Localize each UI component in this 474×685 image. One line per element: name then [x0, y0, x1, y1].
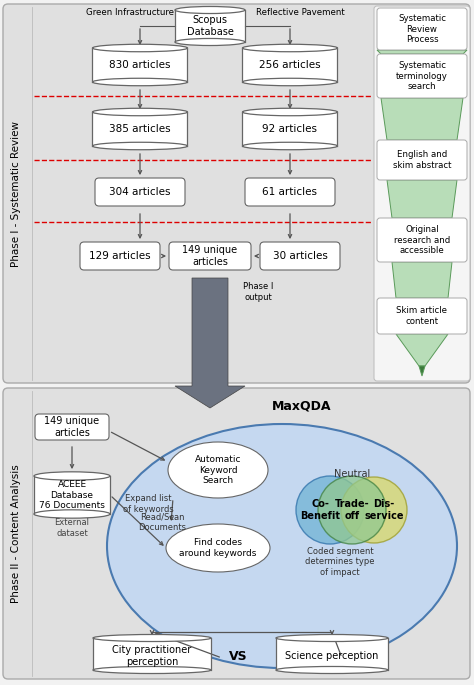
Ellipse shape — [243, 45, 337, 52]
Bar — [92, 112, 188, 146]
Text: Co-
Benefit: Co- Benefit — [300, 499, 340, 521]
Polygon shape — [396, 334, 448, 366]
FancyBboxPatch shape — [377, 140, 467, 180]
Ellipse shape — [92, 108, 188, 116]
Bar — [34, 476, 110, 514]
Text: Systematic
terminology
search: Systematic terminology search — [396, 61, 448, 91]
Bar — [276, 638, 388, 670]
Polygon shape — [387, 180, 457, 218]
Text: 149 unique
articles: 149 unique articles — [45, 416, 100, 438]
Text: English and
skim abstract: English and skim abstract — [393, 150, 451, 170]
Ellipse shape — [34, 510, 110, 518]
Text: Scopus
Database: Scopus Database — [187, 15, 233, 37]
Ellipse shape — [34, 472, 110, 480]
Text: 830 articles: 830 articles — [109, 60, 171, 70]
Ellipse shape — [168, 442, 268, 498]
Text: 30 articles: 30 articles — [273, 251, 328, 261]
FancyBboxPatch shape — [95, 178, 185, 206]
FancyBboxPatch shape — [3, 388, 470, 679]
Ellipse shape — [92, 45, 188, 52]
Text: Coded segment
determines type
of impact: Coded segment determines type of impact — [305, 547, 375, 577]
Text: 385 articles: 385 articles — [109, 124, 171, 134]
Polygon shape — [377, 50, 467, 54]
Ellipse shape — [243, 142, 337, 150]
Text: Read/Scan
Documents: Read/Scan Documents — [138, 512, 186, 532]
FancyBboxPatch shape — [245, 178, 335, 206]
Polygon shape — [392, 262, 452, 298]
Ellipse shape — [175, 38, 245, 45]
Polygon shape — [381, 98, 463, 140]
Ellipse shape — [296, 476, 364, 544]
Ellipse shape — [243, 108, 337, 116]
FancyBboxPatch shape — [169, 242, 251, 270]
FancyBboxPatch shape — [377, 54, 467, 98]
Ellipse shape — [92, 78, 188, 86]
Text: 149 unique
articles: 149 unique articles — [182, 245, 237, 266]
Text: Automatic
Keyword
Search: Automatic Keyword Search — [195, 455, 241, 485]
Bar — [243, 48, 337, 82]
FancyBboxPatch shape — [377, 298, 467, 334]
Text: 61 articles: 61 articles — [263, 187, 318, 197]
Text: Green Infrastructure: Green Infrastructure — [86, 8, 174, 16]
Text: 129 articles: 129 articles — [89, 251, 151, 261]
Polygon shape — [175, 278, 245, 408]
Text: VS: VS — [228, 649, 247, 662]
Text: City practitioner
perception: City practitioner perception — [112, 645, 191, 667]
Text: MaxQDA: MaxQDA — [272, 399, 332, 412]
FancyBboxPatch shape — [80, 242, 160, 270]
Ellipse shape — [276, 667, 388, 673]
FancyBboxPatch shape — [377, 218, 467, 262]
Text: Expand list
of keywords: Expand list of keywords — [123, 495, 173, 514]
Text: 92 articles: 92 articles — [263, 124, 318, 134]
Text: Phase I
output: Phase I output — [243, 282, 273, 301]
FancyBboxPatch shape — [260, 242, 340, 270]
Ellipse shape — [341, 477, 407, 543]
FancyBboxPatch shape — [35, 414, 109, 440]
Text: Find codes
around keywords: Find codes around keywords — [179, 538, 257, 558]
Ellipse shape — [93, 634, 211, 642]
Text: External
dataset: External dataset — [55, 519, 90, 538]
Text: Science perception: Science perception — [285, 651, 379, 661]
Ellipse shape — [92, 142, 188, 150]
Text: Original
research and
accessible: Original research and accessible — [394, 225, 450, 255]
Text: Skim article
content: Skim article content — [396, 306, 447, 325]
Ellipse shape — [276, 634, 388, 642]
Ellipse shape — [166, 524, 270, 572]
Text: Systematic
Review
Process: Systematic Review Process — [398, 14, 446, 44]
FancyBboxPatch shape — [374, 6, 470, 381]
FancyBboxPatch shape — [377, 8, 467, 50]
Text: 256 articles: 256 articles — [259, 60, 321, 70]
Ellipse shape — [243, 78, 337, 86]
Ellipse shape — [175, 6, 245, 14]
Text: Phase II - Content Analysis: Phase II - Content Analysis — [11, 464, 21, 603]
Ellipse shape — [318, 476, 386, 544]
Ellipse shape — [107, 424, 457, 668]
Bar — [243, 112, 337, 146]
FancyBboxPatch shape — [3, 4, 470, 383]
Text: Neutral: Neutral — [334, 469, 370, 479]
Text: Trade-
off: Trade- off — [335, 499, 369, 521]
Bar — [92, 48, 188, 82]
Polygon shape — [419, 366, 425, 376]
Ellipse shape — [93, 667, 211, 673]
Text: Reflective Pavement: Reflective Pavement — [255, 8, 345, 16]
Text: 304 articles: 304 articles — [109, 187, 171, 197]
Bar — [93, 638, 211, 670]
Text: ACEEE
Database
76 Documents: ACEEE Database 76 Documents — [39, 480, 105, 510]
Bar — [175, 10, 245, 42]
Text: Phase I - Systematic Review: Phase I - Systematic Review — [11, 121, 21, 266]
Text: Dis-
service: Dis- service — [364, 499, 404, 521]
